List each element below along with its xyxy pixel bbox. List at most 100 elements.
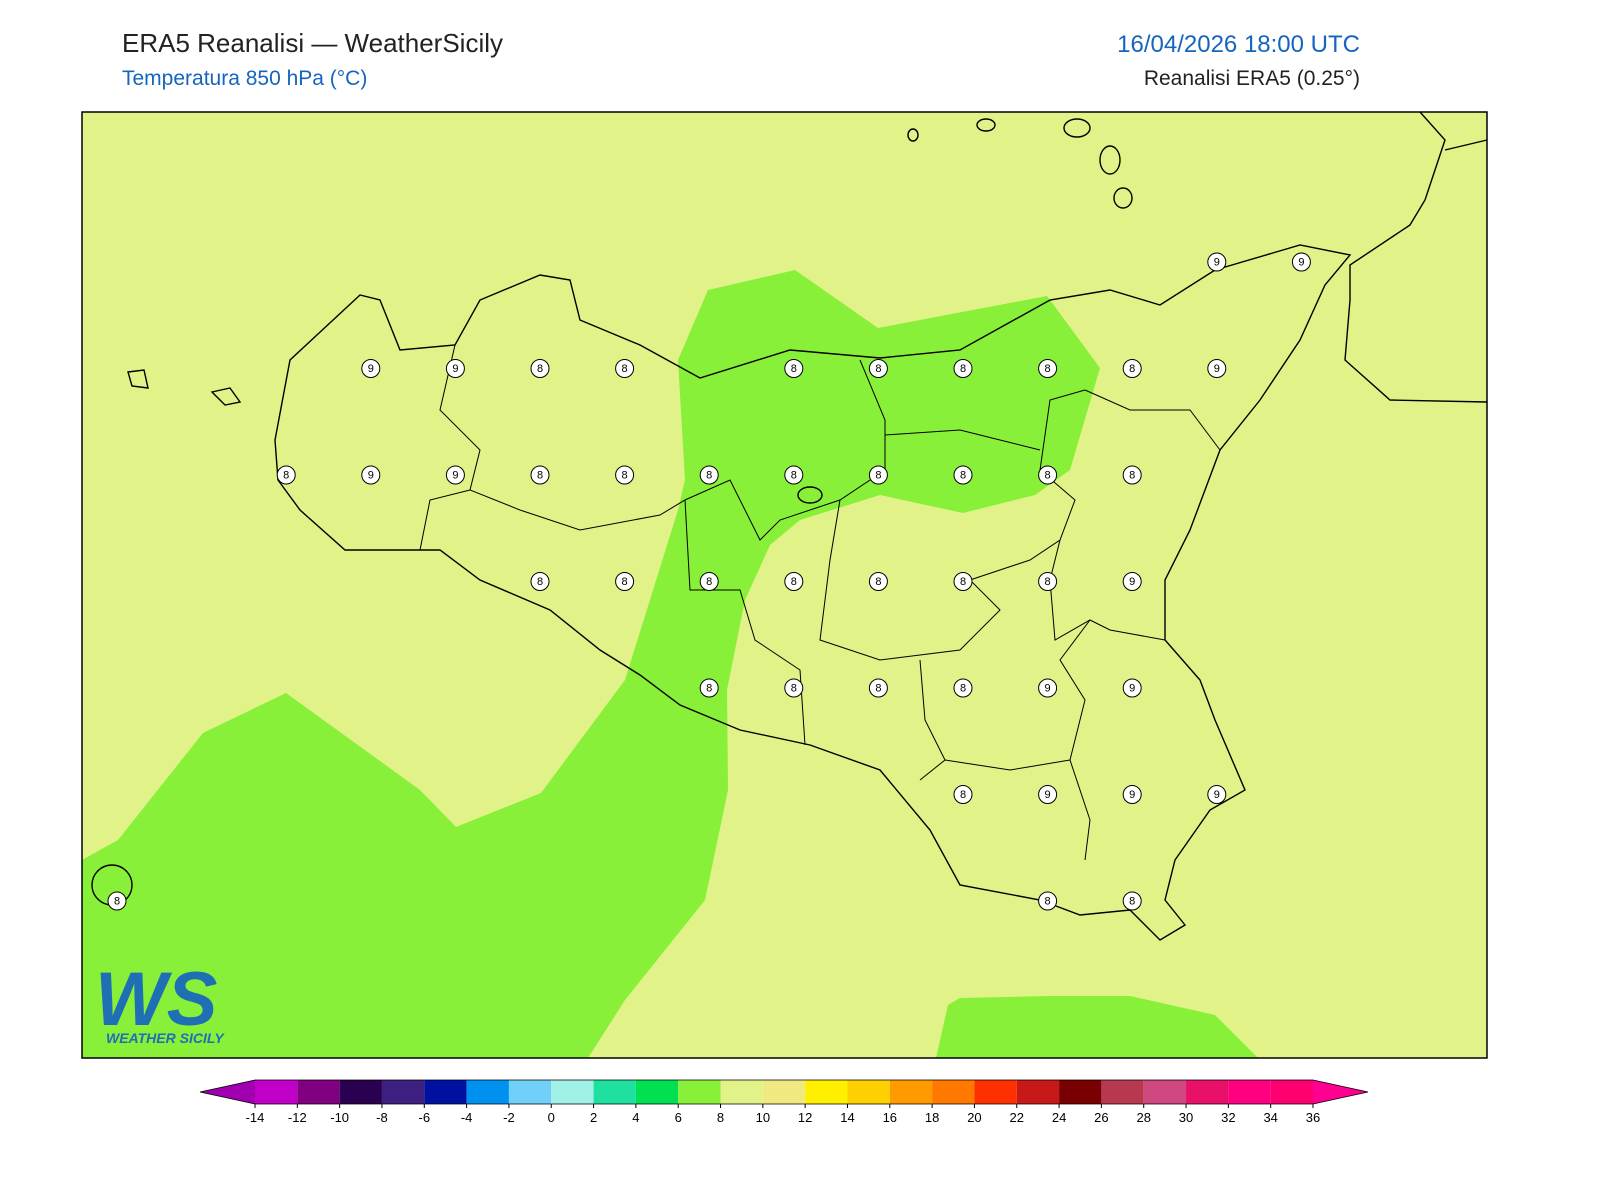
grid-marker <box>1207 359 1227 378</box>
grid-marker <box>953 465 973 485</box>
colorbar-segment <box>678 1080 721 1104</box>
grid-marker <box>1038 891 1058 911</box>
colorbar-segment <box>847 1080 890 1104</box>
grid-marker <box>615 359 635 378</box>
grid-value: 9 <box>1214 789 1220 801</box>
colorbar-tick-label: -14 <box>246 1110 265 1125</box>
colorbar-segment <box>1101 1080 1144 1104</box>
grid-value: 9 <box>1214 257 1220 269</box>
grid-value: 8 <box>875 470 881 482</box>
colorbar-tick-label: 32 <box>1221 1110 1235 1125</box>
colorbar-segment <box>1059 1080 1102 1104</box>
grid-value: 8 <box>1129 363 1135 375</box>
grid-marker <box>1038 359 1058 378</box>
grid-marker <box>1038 465 1058 485</box>
colorbar-tick-label: 2 <box>590 1110 597 1125</box>
colorbar-tick-label: 4 <box>632 1110 639 1125</box>
colorbar-segment <box>297 1080 340 1104</box>
grid-value: 9 <box>368 470 374 482</box>
colorbar-tick-label: 28 <box>1136 1110 1150 1125</box>
colorbar-segment <box>466 1080 509 1104</box>
grid-marker <box>784 465 804 485</box>
grid-value: 8 <box>1045 470 1051 482</box>
colorbar-under <box>200 1080 255 1104</box>
colorbar-tick-label: 20 <box>967 1110 981 1125</box>
grid-value: 9 <box>1129 789 1135 801</box>
colorbar-segment <box>720 1080 763 1104</box>
colorbar-tick-label: 16 <box>883 1110 897 1125</box>
grid-marker <box>953 359 973 378</box>
colorbar-segment <box>508 1080 552 1104</box>
warm-zone <box>936 996 1258 1058</box>
grid-value: 8 <box>706 470 712 482</box>
grid-marker <box>361 359 381 378</box>
grid-value: 8 <box>960 789 966 801</box>
grid-value: 8 <box>114 896 120 908</box>
grid-value: 8 <box>791 470 797 482</box>
colorbar-segment <box>805 1080 848 1104</box>
grid-marker <box>868 678 888 698</box>
grid-value: 8 <box>791 683 797 695</box>
grid-marker <box>530 572 550 591</box>
grid-value: 8 <box>1129 470 1135 482</box>
grid-marker <box>1207 785 1227 804</box>
grid-marker <box>868 572 888 591</box>
title: ERA5 Reanalisi — WeatherSicily <box>122 28 503 58</box>
grid-value: 9 <box>452 470 458 482</box>
colorbar-segment <box>762 1080 806 1104</box>
colorbar-tick-label: -10 <box>330 1110 349 1125</box>
source: Reanalisi ERA5 (0.25°) <box>1144 67 1360 90</box>
colorbar-segment <box>889 1080 933 1104</box>
subtitle: Temperatura 850 hPa (°C) <box>122 67 367 90</box>
colorbar-tick-label: 18 <box>925 1110 939 1125</box>
grid-marker <box>1122 678 1142 698</box>
colorbar-tick-label: 34 <box>1263 1110 1277 1125</box>
grid-marker <box>953 572 973 591</box>
colorbar-segment <box>1016 1080 1060 1104</box>
colorbar-tick-label: 8 <box>717 1110 724 1125</box>
grid-marker <box>276 465 296 485</box>
grid-marker <box>1038 572 1058 591</box>
colorbar-segment <box>381 1080 425 1104</box>
grid-marker <box>699 678 719 698</box>
grid-value: 8 <box>875 683 881 695</box>
grid-value: 8 <box>537 363 543 375</box>
grid-marker <box>615 465 635 485</box>
colorbar-segment <box>1270 1080 1313 1104</box>
colorbar-tick-label: 30 <box>1179 1110 1193 1125</box>
grid-value: 8 <box>622 576 628 588</box>
grid-value: 9 <box>1298 257 1304 269</box>
grid-value: 9 <box>368 363 374 375</box>
colorbar-segment <box>1186 1080 1229 1104</box>
grid-value: 8 <box>960 683 966 695</box>
colorbar-segment <box>974 1080 1017 1104</box>
grid-marker <box>953 785 973 804</box>
grid-marker <box>361 465 381 485</box>
grid-value: 8 <box>960 363 966 375</box>
grid-value: 8 <box>875 576 881 588</box>
colorbar-tick-label: -2 <box>503 1110 515 1125</box>
colorbar-tick-label: 24 <box>1052 1110 1066 1125</box>
grid-marker <box>445 359 465 378</box>
colorbar-tick-label: 0 <box>548 1110 555 1125</box>
colorbar-tick-label: 10 <box>756 1110 770 1125</box>
colorbar-segment <box>339 1080 382 1104</box>
grid-marker <box>1038 678 1058 698</box>
grid-marker <box>784 678 804 698</box>
colorbar-segment <box>424 1080 467 1104</box>
grid-marker <box>615 572 635 591</box>
grid-marker <box>530 465 550 485</box>
colorbar-over <box>1313 1080 1368 1104</box>
grid-value: 8 <box>960 470 966 482</box>
grid-marker <box>1122 891 1142 911</box>
grid-value: 8 <box>622 470 628 482</box>
grid-value: 9 <box>1129 576 1135 588</box>
grid-marker <box>953 678 973 698</box>
colorbar-segment <box>551 1080 594 1104</box>
map-frame <box>81 111 1488 1059</box>
grid-marker <box>1122 785 1142 804</box>
colorbar-tick-label: 26 <box>1094 1110 1108 1125</box>
grid-value: 8 <box>1045 363 1051 375</box>
grid-marker <box>1122 572 1142 591</box>
colorbar-tick-label: -12 <box>288 1110 307 1125</box>
